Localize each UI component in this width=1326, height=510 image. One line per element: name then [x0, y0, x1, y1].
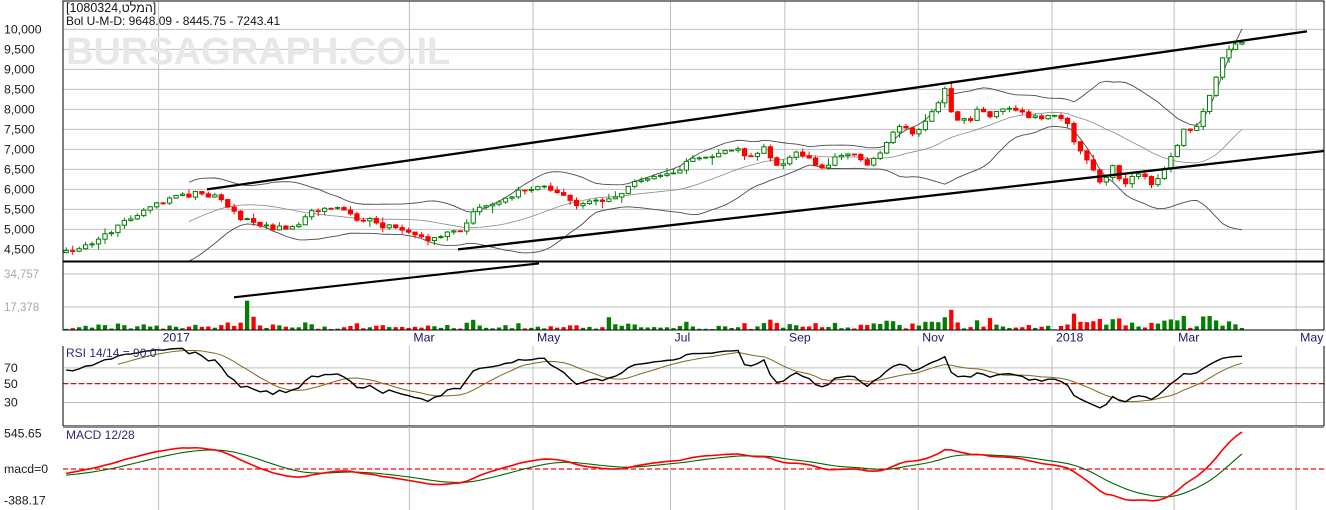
svg-text:9,000: 9,000 — [4, 63, 35, 77]
svg-text:17,378: 17,378 — [4, 302, 39, 314]
svg-text:Mar: Mar — [413, 331, 434, 345]
svg-text:2018: 2018 — [1056, 331, 1084, 345]
svg-text:6,000: 6,000 — [4, 183, 35, 197]
svg-text:7,500: 7,500 — [4, 123, 35, 137]
svg-text:7,000: 7,000 — [4, 143, 35, 157]
svg-text:May: May — [1300, 331, 1324, 345]
svg-text:10,000: 10,000 — [4, 23, 42, 37]
svg-text:545.65: 545.65 — [4, 427, 42, 441]
svg-text:-388.17: -388.17 — [4, 494, 46, 508]
svg-text:70: 70 — [4, 361, 18, 375]
svg-text:macd=0: macd=0 — [4, 462, 48, 476]
svg-text:RSI 14/14 = 90.0: RSI 14/14 = 90.0 — [66, 346, 157, 360]
svg-text:MACD 12/28: MACD 12/28 — [66, 428, 135, 442]
svg-text:Bol U-M-D: 9648.09 - 8445.75 -: Bol U-M-D: 9648.09 - 8445.75 - 7243.41 — [66, 14, 280, 28]
svg-text:2017: 2017 — [163, 331, 191, 345]
svg-text:Jul: Jul — [675, 331, 691, 345]
svg-text:BURSAGRAPH.CO.IL: BURSAGRAPH.CO.IL — [66, 31, 450, 73]
svg-text:8,000: 8,000 — [4, 103, 35, 117]
svg-text:5,000: 5,000 — [4, 223, 35, 237]
svg-text:5,500: 5,500 — [4, 203, 35, 217]
svg-text:6,500: 6,500 — [4, 163, 35, 177]
svg-text:9,500: 9,500 — [4, 43, 35, 57]
svg-text:30: 30 — [4, 396, 18, 410]
svg-text:Sep: Sep — [789, 331, 811, 345]
svg-text:May: May — [537, 331, 561, 345]
svg-text:Nov: Nov — [922, 331, 945, 345]
svg-text:4,500: 4,500 — [4, 243, 35, 257]
svg-text:Mar: Mar — [1178, 331, 1199, 345]
svg-text:[1080324,המלט]: [1080324,המלט] — [66, 1, 156, 15]
svg-text:34,757: 34,757 — [4, 269, 39, 281]
svg-text:50: 50 — [4, 377, 18, 391]
svg-text:8,500: 8,500 — [4, 83, 35, 97]
